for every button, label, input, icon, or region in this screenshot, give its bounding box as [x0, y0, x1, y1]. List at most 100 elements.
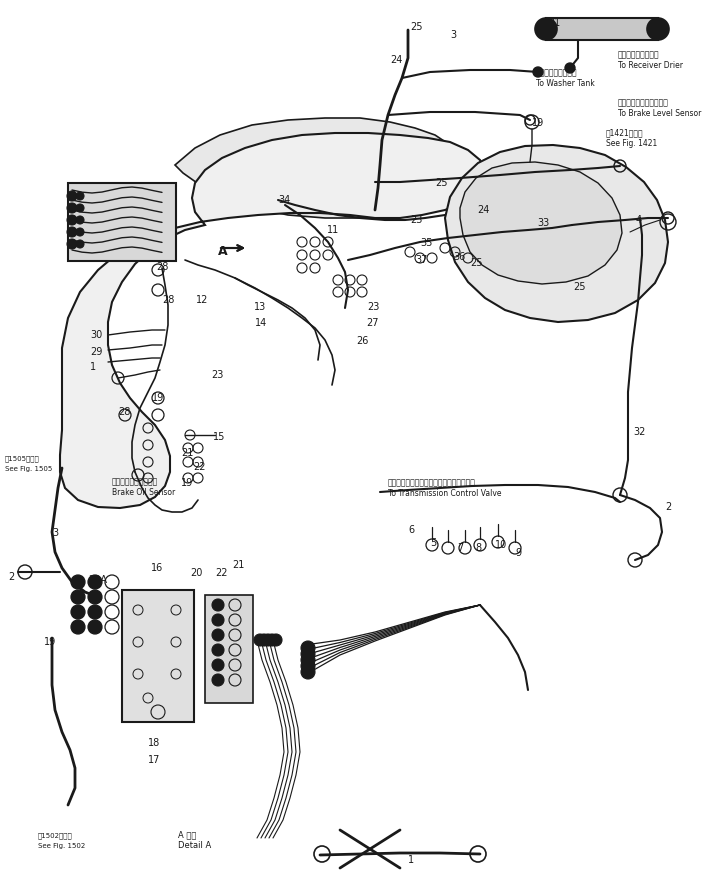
Text: A 詳細: A 詳細	[178, 830, 196, 839]
Polygon shape	[453, 152, 648, 275]
Text: 19: 19	[181, 478, 194, 488]
Text: 5: 5	[430, 538, 436, 548]
Circle shape	[88, 590, 102, 604]
Circle shape	[67, 203, 77, 213]
Circle shape	[67, 227, 77, 237]
Text: 24: 24	[390, 55, 402, 65]
Circle shape	[67, 215, 77, 225]
Text: 23: 23	[367, 302, 379, 312]
Circle shape	[258, 634, 270, 646]
Circle shape	[71, 590, 85, 604]
Circle shape	[76, 192, 84, 200]
Bar	[122, 590, 194, 722]
Text: 4: 4	[636, 215, 642, 225]
Text: 9: 9	[515, 548, 521, 558]
Circle shape	[71, 605, 85, 619]
Circle shape	[88, 575, 102, 589]
Text: 28: 28	[156, 262, 168, 272]
Text: 27: 27	[366, 318, 379, 328]
Text: 21: 21	[181, 448, 194, 458]
Text: 19: 19	[152, 393, 164, 403]
Circle shape	[67, 191, 77, 201]
Bar	[546, 18, 658, 40]
Text: 25: 25	[435, 178, 447, 188]
Circle shape	[88, 620, 102, 634]
Text: レシーバドライヤへ: レシーバドライヤへ	[618, 50, 660, 59]
Text: 28: 28	[162, 295, 174, 305]
Text: Detail A: Detail A	[178, 841, 212, 850]
Circle shape	[301, 641, 315, 655]
Text: See Fig. 1421: See Fig. 1421	[606, 139, 657, 148]
Text: トランスミッションコントロールバルブへ: トランスミッションコントロールバルブへ	[388, 478, 476, 487]
Circle shape	[262, 634, 274, 646]
Polygon shape	[460, 162, 622, 284]
Text: 1: 1	[408, 855, 414, 865]
Polygon shape	[445, 145, 668, 322]
Text: 14: 14	[255, 318, 267, 328]
Text: 25: 25	[410, 22, 422, 32]
Text: ㄅ1502図参照: ㄅ1502図参照	[38, 832, 72, 839]
Circle shape	[76, 240, 84, 248]
Text: 3: 3	[52, 528, 58, 538]
Text: 33: 33	[537, 218, 549, 228]
Text: See Fig. 1502: See Fig. 1502	[38, 843, 85, 849]
Text: 20: 20	[190, 568, 202, 578]
Text: 37: 37	[415, 255, 427, 265]
Text: 25: 25	[470, 258, 483, 268]
Text: 18: 18	[148, 738, 161, 748]
Text: 19: 19	[44, 637, 56, 647]
Circle shape	[212, 644, 224, 656]
Circle shape	[565, 63, 575, 73]
Circle shape	[266, 634, 278, 646]
Circle shape	[301, 665, 315, 679]
Circle shape	[76, 216, 84, 224]
Text: 22: 22	[193, 462, 206, 472]
Circle shape	[270, 634, 282, 646]
Text: A: A	[218, 245, 227, 258]
Text: 2: 2	[8, 572, 14, 582]
Circle shape	[301, 647, 315, 661]
Circle shape	[212, 659, 224, 671]
Text: 31: 31	[548, 18, 560, 28]
Text: ㄅ1505図参照: ㄅ1505図参照	[5, 455, 39, 462]
Text: 6: 6	[408, 525, 414, 535]
Circle shape	[212, 629, 224, 641]
Polygon shape	[473, 167, 610, 253]
Circle shape	[212, 614, 224, 626]
Text: 30: 30	[90, 330, 103, 340]
Circle shape	[71, 575, 85, 589]
Text: 23: 23	[211, 370, 224, 380]
Circle shape	[301, 653, 315, 667]
Text: 24: 24	[477, 205, 490, 215]
Text: 1: 1	[90, 362, 96, 372]
Circle shape	[67, 239, 77, 249]
Text: 23: 23	[410, 215, 422, 225]
Circle shape	[76, 204, 84, 212]
Circle shape	[212, 674, 224, 686]
Text: To Washer Tank: To Washer Tank	[536, 79, 594, 88]
Text: See Fig. 1505: See Fig. 1505	[5, 466, 52, 472]
Circle shape	[88, 605, 102, 619]
Text: To Receiver Drier: To Receiver Drier	[618, 61, 683, 70]
Text: Brake Oil Sensor: Brake Oil Sensor	[112, 488, 175, 497]
Circle shape	[71, 620, 85, 634]
Circle shape	[76, 228, 84, 236]
Text: 20A: 20A	[88, 575, 107, 585]
Text: 36: 36	[453, 252, 465, 262]
Text: To Brake Level Sensor: To Brake Level Sensor	[618, 109, 701, 118]
Text: 28: 28	[118, 407, 130, 417]
Text: ウォッシャタンクへ: ウォッシャタンクへ	[536, 68, 578, 77]
Text: To Transmission Control Valve: To Transmission Control Valve	[388, 489, 501, 498]
Text: 19: 19	[532, 118, 544, 128]
Circle shape	[533, 67, 543, 77]
Circle shape	[647, 18, 669, 40]
Text: 2: 2	[665, 502, 671, 512]
Text: 16: 16	[151, 563, 163, 573]
Text: 25: 25	[573, 282, 586, 292]
Text: ㄄1421図参照: ㄄1421図参照	[606, 128, 644, 137]
Text: 8: 8	[475, 543, 481, 553]
Text: 13: 13	[254, 302, 266, 312]
Text: 26: 26	[356, 336, 369, 346]
Circle shape	[254, 634, 266, 646]
Text: ブレーキレベルセンサへ: ブレーキレベルセンサへ	[618, 98, 669, 107]
